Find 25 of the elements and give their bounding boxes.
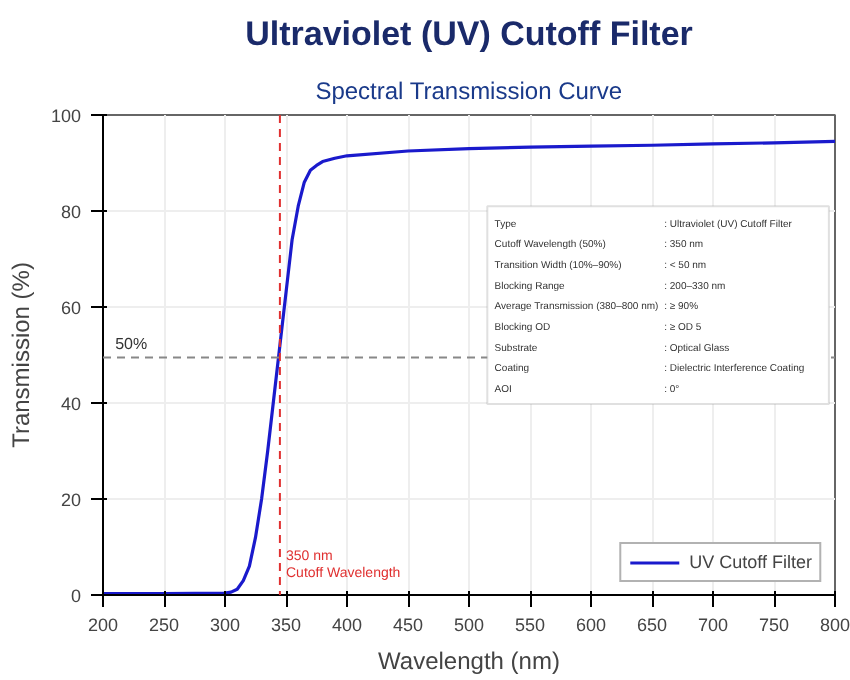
y-tick-label: 40 [60, 394, 82, 414]
x-axis-title: Wavelength (nm) [378, 647, 560, 675]
x-tick-label: 600 [575, 615, 607, 635]
x-tick-label: 650 [636, 615, 668, 635]
x-tick-label: 350 [270, 615, 302, 635]
y-tick-label: 80 [60, 202, 82, 222]
x-tick-label: 500 [453, 615, 485, 635]
x-tick-label: 300 [209, 615, 241, 635]
y-tick-label: 60 [60, 298, 82, 318]
y-tick-label: 0 [70, 586, 82, 606]
x-tick-label: 750 [758, 615, 790, 635]
y-tick-label: 20 [60, 490, 82, 510]
y-tick-label: 100 [50, 106, 82, 126]
x-tick-label: 550 [514, 615, 546, 635]
x-tick-label: 700 [697, 615, 729, 635]
ref-line-label: 50% [115, 334, 148, 353]
x-tick-label: 800 [819, 615, 850, 635]
y-axis-title: Transmission (%) [6, 262, 35, 448]
x-tick-label: 200 [87, 615, 119, 635]
legend-label: UV Cutoff Filter [689, 552, 812, 572]
chart-title: Ultraviolet (UV) Cutoff Filter [245, 15, 694, 53]
x-tick-label: 250 [148, 615, 180, 635]
x-tick-label: 400 [331, 615, 363, 635]
chart-subtitle: Spectral Transmission Curve [315, 77, 623, 105]
x-tick-label: 450 [392, 615, 424, 635]
